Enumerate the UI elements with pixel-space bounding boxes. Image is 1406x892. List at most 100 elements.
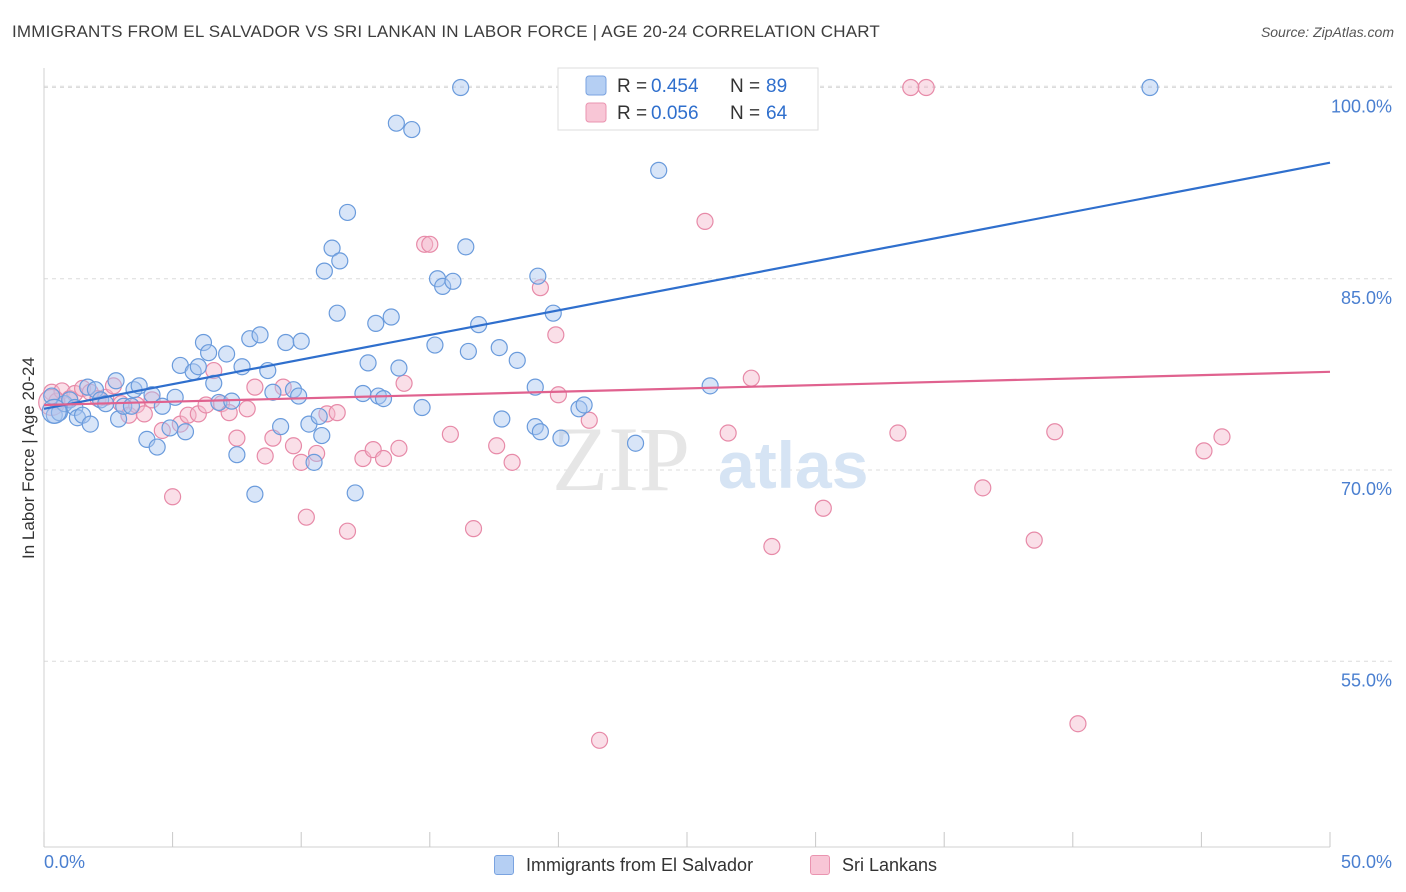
y-tick-label: 70.0% <box>1341 479 1392 499</box>
el-salvador-point <box>434 277 452 295</box>
el-salvador-point <box>650 161 668 179</box>
el-salvador-point <box>109 410 128 428</box>
sri-lankans-point <box>1195 442 1213 460</box>
el-salvador-point <box>459 342 477 361</box>
el-salvador-point <box>310 407 328 426</box>
watermark-atlas: atlas <box>718 428 868 502</box>
el-salvador-point <box>218 345 236 363</box>
y-axis-label: In Labor Force | Age 20-24 <box>19 357 38 559</box>
legend-swatch-sri-lankans <box>810 855 830 875</box>
el-salvador-point <box>148 438 166 456</box>
sri-lankans-point <box>228 429 246 447</box>
sri-lankans-point <box>274 378 292 396</box>
el-salvador-point <box>241 330 259 348</box>
x-ticks <box>43 832 1331 847</box>
legend-n-value-pink: 64 <box>766 103 788 124</box>
el-salvador-point <box>354 384 372 403</box>
sri-lankans-point <box>464 520 483 538</box>
sri-lankans-point <box>1069 715 1087 733</box>
sri-lankans-point <box>902 78 920 97</box>
el-salvador-point <box>161 419 179 437</box>
sri-lankans-point <box>135 405 153 423</box>
el-salvador-point <box>331 252 349 270</box>
sri-lankans-point <box>814 499 832 517</box>
el-salvador-point <box>531 423 549 441</box>
el-salvador-point <box>452 78 470 97</box>
el-salvador-point <box>210 393 228 412</box>
el-salvador-point <box>328 304 346 322</box>
el-salvador-point <box>194 333 213 352</box>
el-salvador-point <box>264 383 282 401</box>
watermark: ZIP atlas <box>552 408 868 510</box>
sri-lankans-point <box>143 391 161 409</box>
sri-lankans-point <box>246 378 264 396</box>
el-salvador-point <box>338 203 357 222</box>
el-salvador-point <box>323 239 341 257</box>
el-salvador-point <box>403 120 421 139</box>
legend-r-value-pink: 0.056 <box>651 103 699 124</box>
sri-lankans-point <box>390 439 408 457</box>
sri-lankans-point <box>238 400 256 418</box>
legend-item-el-salvador[interactable]: Immigrants from El Salvador <box>494 852 753 878</box>
source-label: Source: ZipAtlas.com <box>1260 24 1394 40</box>
legend-swatch-pink <box>585 102 607 123</box>
el-salvador-point <box>290 387 308 405</box>
el-salvador-point <box>277 333 295 352</box>
el-salvador-point <box>313 426 331 445</box>
el-salvador-point <box>444 272 462 290</box>
el-salvador-point <box>122 397 141 415</box>
el-salvador-point <box>493 410 511 428</box>
sri-lankans-point <box>1046 423 1064 441</box>
bottom-legend: Immigrants from El Salvador Sri Lankans <box>0 852 1406 878</box>
legend-r-label-blue: R = <box>617 76 647 97</box>
sri-lankans-point <box>696 212 714 230</box>
sri-lankans-point <box>549 386 568 404</box>
sri-lankans-point <box>284 437 303 455</box>
y-tick-label: 100.0% <box>1331 97 1392 117</box>
sri-lankans-point <box>503 453 521 471</box>
el-salvador-point <box>176 423 195 441</box>
el-salvador-point <box>387 114 405 132</box>
legend-r-label-pink: R = <box>617 103 647 124</box>
el-salvador-point <box>346 484 364 502</box>
el-salvador-point <box>367 314 385 332</box>
legend-label-el-salvador: Immigrants from El Salvador <box>526 854 754 875</box>
el-salvador-point <box>382 308 400 326</box>
watermark-zip: ZIP <box>552 408 690 510</box>
el-salvador-point <box>529 267 547 285</box>
sri-lankans-point <box>292 453 310 471</box>
el-salvador-point <box>490 339 508 357</box>
el-salvador-point <box>526 418 544 436</box>
sri-lankans-trend-line <box>43 370 1331 407</box>
el-salvador-point <box>390 359 408 377</box>
trend-lines <box>43 161 1331 410</box>
sri-lankans-point <box>374 449 393 468</box>
x-tick-labels: 0.0% 50.0% <box>44 852 1392 872</box>
el-salvador-point <box>81 415 99 433</box>
sri-lankans-point <box>441 425 459 443</box>
sri-lankans-point <box>488 437 506 455</box>
el-salvador-point <box>292 332 310 350</box>
el-salvador-point <box>251 326 269 344</box>
el-salvador-point <box>552 429 570 447</box>
el-salvador-point <box>315 262 333 280</box>
x-tick-label: 0.0% <box>44 852 85 872</box>
sri-lankans-point <box>1025 531 1043 549</box>
y-tick-label: 55.0% <box>1341 670 1392 690</box>
legend-swatch-blue <box>585 75 607 96</box>
sri-lankans-point <box>917 78 935 97</box>
sri-lankans-point <box>590 731 609 749</box>
el-salvador-point <box>457 238 475 256</box>
legend-n-label-blue: N = <box>730 76 760 97</box>
el-salvador-point <box>86 381 105 399</box>
legend-swatch-el-salvador <box>494 855 514 875</box>
el-salvador-point <box>189 358 207 376</box>
el-salvador-point <box>626 434 645 452</box>
sri-lankans-point <box>580 411 598 429</box>
sri-lankans-point <box>338 522 357 540</box>
el-salvador-point <box>1141 78 1159 97</box>
legend-item-sri-lankans[interactable]: Sri Lankans <box>810 852 937 878</box>
el-salvador-point <box>41 398 67 424</box>
x-tick-label: 50.0% <box>1341 852 1392 872</box>
